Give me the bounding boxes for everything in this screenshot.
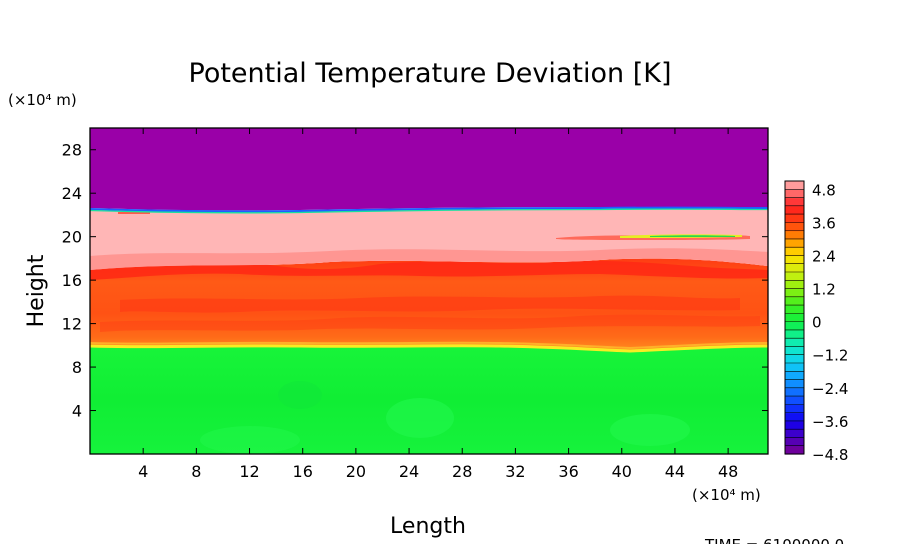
colorbar-tick-label: 0	[812, 314, 822, 332]
colorbar-segment	[785, 214, 804, 223]
colorbar-segment	[785, 280, 804, 290]
colorbar-segment	[785, 387, 804, 397]
colorbar-tick-label: −1.2	[812, 347, 848, 365]
time-label: TIME = 6100000.0	[704, 536, 844, 544]
colorbar-segment	[785, 329, 804, 339]
y-tick-label: 16	[62, 271, 82, 290]
colorbar-segment	[785, 197, 804, 207]
y-tick-label: 20	[62, 228, 82, 247]
y-axis-unit: (×10⁴ m)	[8, 91, 77, 109]
y-tick-label: 8	[72, 358, 82, 377]
colorbar-segment	[785, 346, 804, 356]
y-tick-label: 4	[72, 402, 82, 421]
inversion-shade	[90, 248, 768, 270]
x-tick-label: 44	[665, 462, 685, 481]
colorbar-segment	[785, 363, 804, 372]
colorbar-tick-label: 1.2	[812, 281, 836, 299]
colorbar-segment	[785, 412, 804, 422]
x-axis-label: Length	[390, 514, 466, 539]
anomaly-spot	[118, 212, 150, 214]
warm-band	[90, 260, 768, 280]
plot-frame	[89, 127, 769, 455]
colorbar-segment	[785, 354, 804, 364]
colorbar-segment	[785, 222, 804, 232]
colorbar-tick-label: −3.6	[812, 413, 848, 431]
colorbar-tick-label: 3.6	[812, 214, 836, 232]
plot-area	[90, 128, 768, 454]
x-tick-label: 32	[505, 462, 525, 481]
colorbar-segment	[785, 181, 804, 190]
x-tick-label: 36	[558, 462, 578, 481]
colorbar-segment	[785, 379, 804, 389]
x-axis-unit: (×10⁴ m)	[692, 486, 761, 504]
x-tick-label: 4	[138, 462, 148, 481]
colorbar-segment	[785, 205, 804, 215]
colorbar-segment	[785, 338, 804, 348]
colorbar-segment	[785, 321, 804, 331]
x-tick-label: 8	[191, 462, 201, 481]
lower-blob	[386, 398, 454, 438]
x-tick-label: 20	[346, 462, 366, 481]
colorbar-segment	[785, 247, 804, 257]
interface	[90, 344, 768, 353]
colorbar-segment	[785, 420, 804, 430]
x-tick-label: 28	[452, 462, 472, 481]
colorbar-segment	[785, 189, 804, 199]
colorbar-segment	[785, 263, 804, 273]
colorbar-segment	[785, 238, 804, 248]
x-tick-label: 12	[239, 462, 259, 481]
warm-patch	[100, 314, 760, 332]
interface	[90, 341, 768, 350]
colorbar-segment	[785, 288, 804, 298]
upper-boundary	[90, 208, 768, 214]
colorbar-segment	[785, 272, 804, 281]
x-tick-label: 16	[293, 462, 313, 481]
lower-blob	[610, 414, 690, 446]
anomaly-streak	[650, 235, 735, 237]
y-tick-label: 28	[62, 141, 82, 160]
colorbar-segment	[785, 305, 804, 314]
chart-title: Potential Temperature Deviation [K]	[189, 58, 672, 89]
colorbar-tick-label: 4.8	[812, 181, 836, 199]
x-tick-label: 24	[399, 462, 419, 481]
y-axis-label: Height	[24, 254, 49, 327]
colorbar-tick-label: 2.4	[812, 247, 836, 265]
x-tick-label: 48	[718, 462, 738, 481]
warm-patch	[120, 295, 740, 313]
colorbar: 4.8 3.6 2.4 1.2 0 −1.2 −2.4 −3.6 −4.8	[784, 180, 848, 464]
colorbar-segment	[785, 255, 804, 265]
lower-blob	[200, 426, 300, 454]
colorbar-segment	[785, 230, 804, 240]
colorbar-tick-label: −2.4	[812, 380, 848, 398]
upper-boundary	[90, 206, 768, 213]
y-tick-label: 12	[62, 315, 82, 334]
colorbar-segment	[785, 429, 804, 439]
x-axis: 4 8 12 16 20 24 28 32 36 40 44 48	[138, 128, 738, 481]
y-axis: 4 8 12 16 20 24 28	[62, 141, 768, 421]
x-tick-label: 40	[612, 462, 632, 481]
colorbar-tick-label: −4.8	[812, 446, 848, 464]
colorbar-segment	[785, 396, 804, 405]
lower-blob	[278, 381, 322, 409]
colorbar-segment	[785, 371, 804, 381]
layer-upper	[90, 128, 768, 211]
colorbar-segment	[785, 437, 804, 447]
colorbar-segment	[785, 296, 804, 306]
colorbar-segment	[785, 404, 804, 414]
colorbar-frame	[784, 180, 805, 455]
y-tick-label: 24	[62, 184, 82, 203]
colorbar-segment	[785, 313, 804, 323]
colorbar-segment	[785, 445, 804, 455]
